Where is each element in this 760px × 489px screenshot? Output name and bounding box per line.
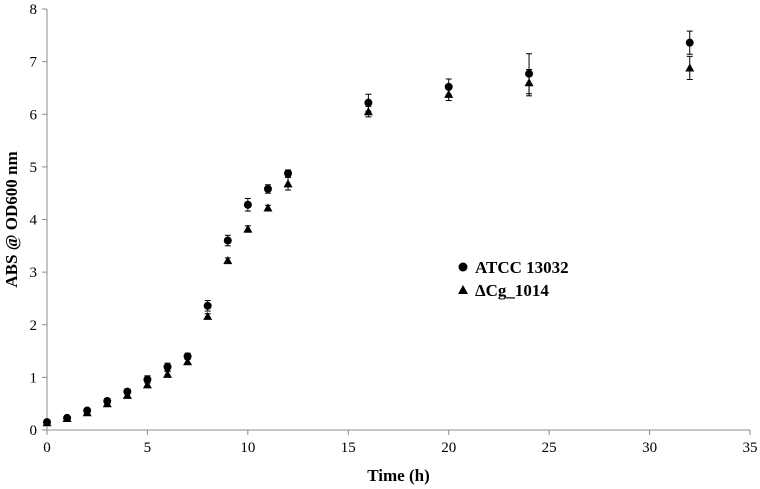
x-tick-label: 25 (542, 440, 557, 456)
y-tick-label: 4 (30, 213, 38, 229)
series-delta-cg-1014 (42, 55, 695, 427)
data-point (283, 179, 293, 188)
data-point (685, 63, 695, 72)
legend-marker-atcc-13032 (458, 262, 468, 272)
x-tick-label: 10 (240, 440, 255, 456)
series-layer (42, 30, 695, 427)
data-point (163, 362, 172, 371)
legend-label-atcc-13032: ATCC 13032 (475, 258, 569, 277)
y-tick-label: 2 (30, 318, 38, 334)
data-point (263, 184, 272, 193)
x-axis-ticks: 0 5 10 15 20 25 30 35 (43, 430, 758, 456)
legend: ATCC 13032 ΔCg_1014 (458, 258, 569, 300)
y-tick-label: 6 (30, 107, 38, 123)
y-tick-label: 7 (30, 55, 38, 71)
data-point (243, 224, 253, 233)
data-point (102, 399, 112, 408)
data-point (143, 375, 152, 384)
data-point (203, 301, 212, 310)
data-point (183, 352, 192, 361)
data-point (223, 256, 233, 265)
data-point (444, 89, 454, 98)
data-point (203, 311, 213, 320)
data-point (82, 408, 92, 417)
y-tick-label: 0 (30, 423, 38, 439)
data-point (363, 107, 373, 116)
x-axis-title: Time (h) (367, 466, 430, 485)
series-atcc-13032 (43, 30, 694, 427)
data-point (62, 413, 72, 423)
x-tick-label: 30 (642, 440, 657, 456)
data-point (163, 369, 173, 378)
data-point (364, 98, 373, 107)
x-tick-label: 15 (341, 440, 356, 456)
data-point (243, 200, 252, 209)
data-point (284, 169, 293, 178)
data-point (142, 380, 152, 389)
data-point (524, 78, 534, 87)
y-tick-label: 1 (30, 370, 38, 386)
data-point (223, 236, 232, 245)
x-tick-label: 35 (743, 440, 758, 456)
data-point (444, 82, 453, 91)
y-tick-label: 3 (30, 265, 38, 281)
data-point (42, 418, 52, 427)
legend-label-delta-cg-1014: ΔCg_1014 (475, 281, 549, 300)
x-tick-label: 5 (144, 440, 152, 456)
y-tick-label: 8 (30, 2, 38, 18)
data-point (685, 38, 694, 47)
axes (46, 9, 750, 431)
data-point (122, 390, 132, 399)
legend-marker-delta-cg-1014 (458, 285, 468, 294)
x-tick-label: 20 (441, 440, 456, 456)
y-tick-label: 5 (30, 160, 38, 176)
y-axis-ticks: 0 1 2 3 4 5 6 7 8 (30, 2, 47, 439)
y-axis-title: ABS @ OD600 nm (2, 151, 21, 287)
x-tick-label: 0 (43, 440, 51, 456)
data-point (183, 357, 193, 366)
data-point (263, 203, 273, 212)
